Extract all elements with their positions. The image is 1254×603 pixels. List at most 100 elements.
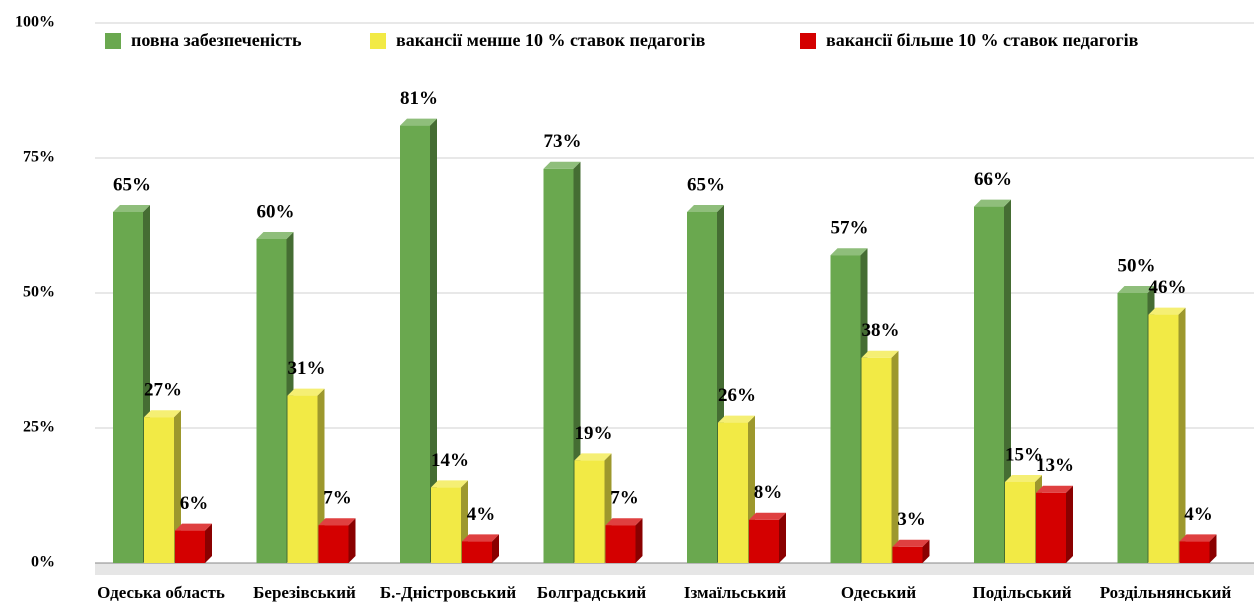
bar — [1036, 492, 1066, 563]
value-label: 27% — [144, 380, 182, 401]
bar-top — [574, 453, 612, 461]
bar-side — [635, 518, 643, 563]
bar-top — [256, 232, 294, 239]
bar-top — [830, 248, 868, 256]
value-label: 4% — [467, 504, 496, 525]
bar-side — [779, 512, 786, 563]
bar-side — [922, 539, 930, 563]
bar — [462, 541, 492, 563]
legend-label: повна забезпеченість — [131, 30, 302, 50]
value-label: 60% — [257, 201, 295, 222]
bar-side — [1066, 485, 1073, 563]
bar — [1179, 541, 1210, 563]
bar-top — [175, 523, 212, 531]
y-tick-label: 0% — [31, 554, 55, 571]
value-label: 13% — [1036, 455, 1074, 476]
bar — [974, 206, 1004, 563]
bar-top — [1005, 475, 1042, 482]
bar-side — [205, 523, 212, 563]
value-label: 65% — [687, 174, 725, 195]
bar-top — [287, 388, 325, 396]
bar-top — [1117, 286, 1155, 293]
bar-top — [892, 539, 930, 547]
x-tick-label: Одеський — [841, 583, 916, 602]
bar — [256, 239, 287, 563]
x-tick-label: Б.-Дністровський — [380, 583, 517, 602]
bar-top — [687, 205, 724, 212]
y-tick-label: 25% — [23, 419, 55, 436]
x-tick-label: Одеська область — [97, 583, 225, 602]
bar-top — [400, 118, 437, 126]
value-label: 15% — [1005, 444, 1043, 465]
bar — [1148, 314, 1179, 563]
bar-side — [1004, 199, 1011, 563]
bar-top — [605, 518, 643, 526]
bar — [749, 519, 779, 563]
value-label: 7% — [610, 488, 639, 509]
x-tick-label: Подільський — [972, 583, 1071, 602]
x-tick-label: Болградський — [537, 583, 646, 602]
legend-swatch — [800, 33, 816, 49]
value-label: 50% — [1118, 255, 1156, 276]
bar-side — [492, 534, 499, 563]
value-label: 19% — [575, 423, 613, 444]
bar — [605, 525, 636, 563]
bar-top — [1148, 307, 1186, 315]
bar — [287, 395, 318, 563]
bar-side — [430, 118, 437, 563]
bar — [718, 422, 748, 563]
legend-label: вакансії більше 10 % ставок педагогів — [826, 30, 1139, 50]
bar-top — [1179, 534, 1217, 542]
bar-side — [1209, 534, 1217, 563]
bar-top — [462, 534, 499, 542]
y-tick-label: 100% — [15, 14, 55, 31]
bar — [113, 212, 143, 563]
legend-swatch — [370, 33, 386, 49]
bar-top — [318, 518, 356, 526]
value-label: 65% — [113, 174, 151, 195]
value-label: 66% — [974, 169, 1012, 190]
x-tick-label: Роздільнянський — [1100, 583, 1232, 602]
bar-top — [543, 161, 581, 169]
legend-label: вакансії менше 10 % ставок педагогів — [396, 30, 706, 50]
bar-top — [431, 480, 468, 488]
value-label: 6% — [180, 493, 209, 514]
value-label: 7% — [323, 488, 352, 509]
value-label: 8% — [754, 482, 783, 503]
bar — [1117, 293, 1148, 563]
bar — [687, 212, 717, 563]
bar-side — [891, 350, 899, 563]
value-label: 81% — [400, 88, 438, 109]
legend-swatch — [105, 33, 121, 49]
value-label: 14% — [431, 450, 469, 471]
bar-side — [348, 518, 356, 563]
floor — [95, 563, 1254, 575]
bar-top — [749, 512, 786, 520]
bar — [400, 125, 430, 563]
bar-side — [174, 410, 181, 563]
x-tick-label: Ізмаїльський — [684, 583, 787, 602]
value-label: 26% — [718, 385, 756, 406]
x-tick-label: Березівський — [253, 583, 356, 602]
y-tick-label: 75% — [23, 149, 55, 166]
value-label: 38% — [862, 320, 900, 341]
bar-top — [113, 205, 150, 212]
bar-top — [861, 350, 899, 358]
bar-top — [144, 410, 181, 418]
bar — [543, 168, 574, 564]
value-label: 31% — [288, 358, 326, 379]
bar — [175, 530, 205, 563]
bar — [1005, 482, 1035, 563]
bar — [861, 357, 892, 563]
bar-side — [317, 388, 325, 563]
bar — [892, 546, 923, 563]
bar-top — [974, 199, 1011, 207]
value-label: 46% — [1149, 277, 1187, 298]
bar — [431, 487, 461, 563]
bar-top — [1036, 485, 1073, 493]
value-label: 3% — [897, 509, 926, 530]
bar-side — [1178, 307, 1186, 563]
value-label: 73% — [544, 131, 582, 152]
bar — [574, 460, 605, 563]
